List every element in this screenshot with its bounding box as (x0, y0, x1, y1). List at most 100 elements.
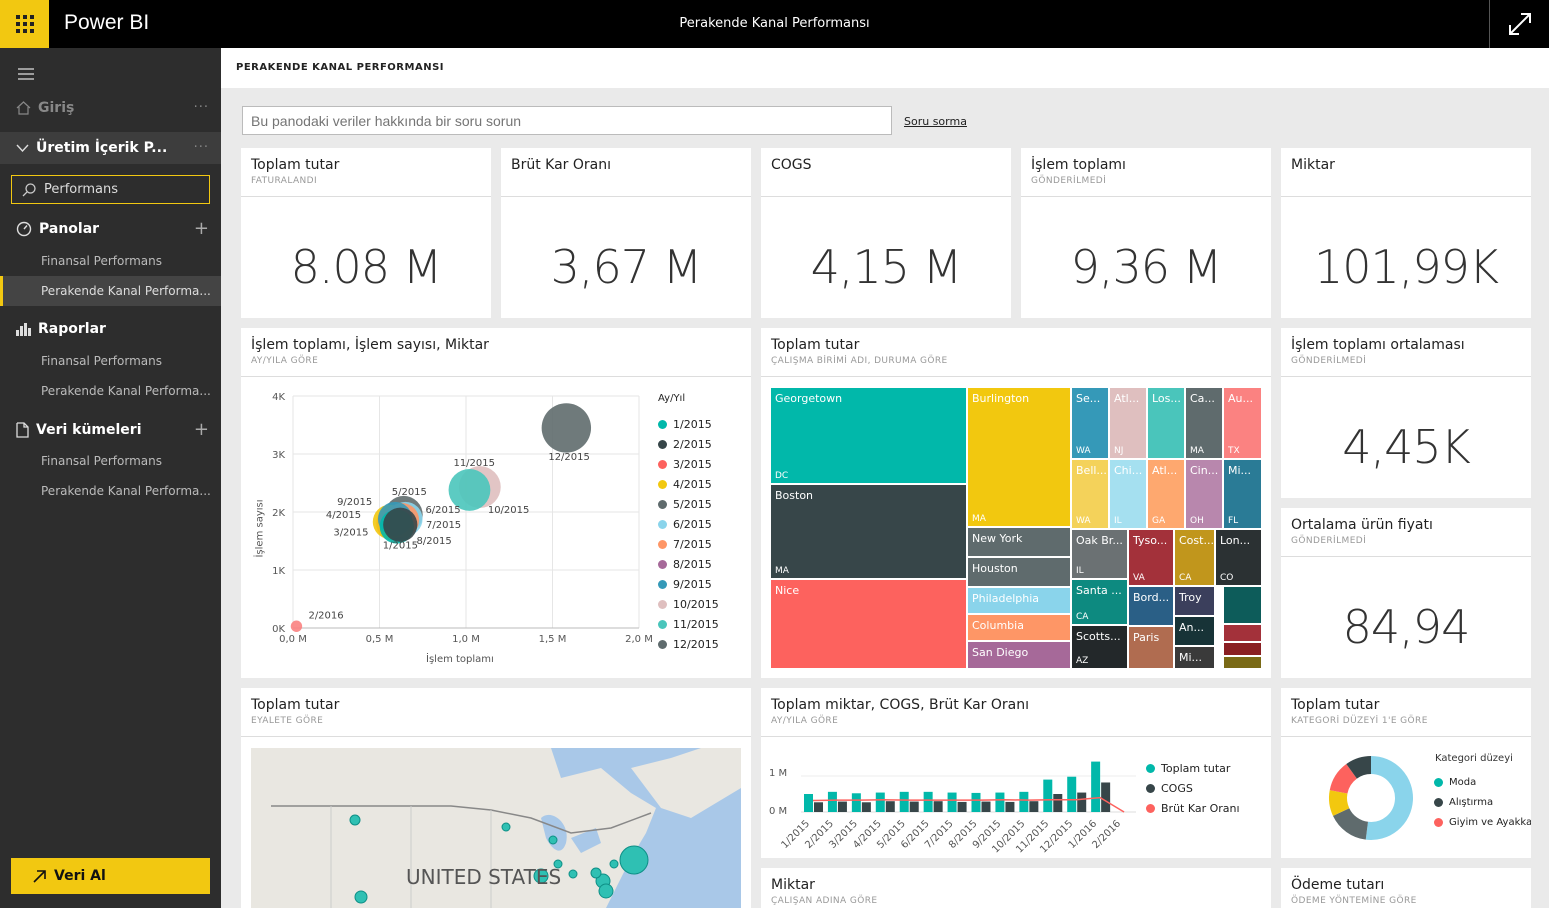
treemap-cell[interactable] (1224, 587, 1263, 625)
treemap-cell[interactable]: Boston MA (771, 485, 968, 580)
nav-dashboards[interactable]: Panolar (16, 221, 99, 237)
nav-report-item[interactable]: Finansal Performans (41, 354, 162, 368)
kpi-tile[interactable]: Miktar 101,99K (1281, 148, 1531, 318)
treemap-cell[interactable] (1224, 643, 1263, 657)
combo-chart-tile[interactable]: Toplam miktar, COGS, Brüt Kar Oranı AY/Y… (761, 688, 1271, 858)
legend-item[interactable]: Toplam tutar (1146, 762, 1230, 775)
nav-search-input[interactable]: Performans (11, 175, 210, 204)
treemap-cell[interactable]: Burlington MA (968, 388, 1072, 528)
kpi-tile[interactable]: İşlem toplamı ortalaması GÖNDERİLMEDİ 4,… (1281, 328, 1531, 498)
treemap-cell[interactable]: Atl... NJ (1110, 388, 1148, 460)
treemap-cell[interactable]: Atl... GA (1148, 460, 1186, 530)
legend-item[interactable]: COGS (1146, 782, 1193, 795)
brand-name[interactable]: Power BI (64, 11, 150, 34)
legend-item[interactable]: 7/2015 (658, 538, 712, 551)
qa-link[interactable]: Soru sorma (904, 115, 967, 128)
add-dashboard-icon[interactable]: + (193, 218, 209, 239)
nav-dashboard-item[interactable]: Finansal Performans (41, 254, 162, 268)
chevron-down-icon (16, 144, 29, 152)
legend-item[interactable]: Giyim ve Ayakkabı (1434, 817, 1531, 828)
legend-item[interactable]: Alıştırma (1434, 797, 1493, 808)
treemap-cell[interactable]: New York (968, 528, 1072, 558)
legend-item[interactable]: 5/2015 (658, 498, 712, 511)
treemap-cell[interactable]: Los... (1148, 388, 1186, 460)
treemap-cell[interactable]: Oak Br... IL (1072, 530, 1129, 580)
bottom-tile[interactable]: Ödeme tutarı ÖDEME YÖNTEMİNE GÖRE (1281, 868, 1531, 908)
legend-item[interactable]: 12/2015 (658, 638, 719, 651)
treemap-cell[interactable]: Troy (1175, 587, 1216, 617)
treemap-cell[interactable]: Mi... (1175, 647, 1216, 670)
nav-reports[interactable]: Raporlar (16, 321, 106, 337)
legend-item[interactable]: 6/2015 (658, 518, 712, 531)
kpi-tile[interactable]: İşlem toplamı GÖNDERİLMEDİ 9,36 M (1021, 148, 1271, 318)
nav-datasets[interactable]: Veri kümeleri (16, 422, 142, 438)
treemap-cell[interactable]: Nice (771, 580, 968, 670)
treemap-cell[interactable] (1224, 657, 1263, 670)
legend-item[interactable]: 2/2015 (658, 438, 712, 451)
legend-item[interactable]: 4/2015 (658, 478, 712, 491)
treemap-cell[interactable]: Tyso... VA (1129, 530, 1175, 587)
treemap-cell[interactable]: Bord... (1129, 587, 1175, 627)
treemap-cell-state: MA (775, 566, 789, 576)
workspace-name: Üretim İçerik P... (36, 140, 168, 156)
treemap-cell-state: VA (1133, 573, 1145, 583)
treemap-cell[interactable]: Philadelphia (968, 588, 1072, 615)
treemap-cell[interactable]: Ca... MA (1186, 388, 1224, 460)
scatter-tile[interactable]: İşlem toplamı, İşlem sayısı, Miktar AY/Y… (241, 328, 751, 678)
y-tick-label: 1 M (769, 768, 788, 779)
legend-item[interactable]: 3/2015 (658, 458, 712, 471)
treemap-cell[interactable]: Columbia (968, 615, 1072, 642)
treemap-cell[interactable]: Chi... IL (1110, 460, 1148, 530)
treemap-cell[interactable]: Cin... OH (1186, 460, 1224, 530)
top-bar: Power BI Perakende Kanal Performansı (0, 0, 1549, 48)
donut-tile[interactable]: Toplam tutar KATEGORİ DÜZEYİ 1'E GÖRE Ka… (1281, 688, 1531, 858)
treemap-cell[interactable]: San Diego (968, 642, 1072, 670)
kpi-tile[interactable]: Ortalama ürün fiyatı GÖNDERİLMEDİ 84,94 (1281, 508, 1531, 678)
legend-item[interactable]: Brüt Kar Oranı (1146, 802, 1240, 815)
legend-label: 4/2015 (673, 478, 712, 491)
treemap-cell[interactable]: Santa ... CA (1072, 580, 1129, 626)
nav-dataset-item[interactable]: Perakende Kanal Performa... (41, 484, 211, 498)
qa-input[interactable] (242, 106, 892, 135)
nav-report-item[interactable]: Perakende Kanal Performa... (41, 384, 211, 398)
nav-dashboard-item-active[interactable]: Perakende Kanal Performa... (0, 276, 221, 306)
map-tile[interactable]: Toplam tutar EYALETE GÖRE UNITED STATES (241, 688, 751, 908)
treemap-cell[interactable]: Se... WA (1072, 388, 1110, 460)
treemap-cell[interactable]: Scotts... AZ (1072, 626, 1129, 670)
app-launcher-button[interactable] (0, 0, 49, 48)
treemap-cell[interactable]: Bell... WA (1072, 460, 1110, 530)
treemap-cell[interactable]: Georgetown DC (771, 388, 968, 485)
treemap-cell[interactable]: Mi... FL (1224, 460, 1263, 530)
kpi-tile[interactable]: Brüt Kar Oranı 3,67 M (501, 148, 751, 318)
legend-item[interactable]: 10/2015 (658, 598, 719, 611)
hamburger-icon[interactable] (18, 68, 34, 80)
nav-dataset-item[interactable]: Finansal Performans (41, 454, 162, 468)
data-label: 7/2015 (426, 520, 461, 531)
treemap-cell-state: FL (1228, 516, 1239, 526)
workspace-row[interactable] (0, 132, 221, 164)
add-dataset-icon[interactable]: + (193, 419, 209, 440)
workspace-header[interactable]: Üretim İçerik P... (16, 140, 167, 156)
fullscreen-button[interactable] (1489, 0, 1549, 48)
nav-home[interactable]: Giriş (16, 100, 74, 116)
treemap-tile[interactable]: Toplam tutar ÇALIŞMA BİRİMİ ADI, DURUMA … (761, 328, 1271, 678)
kpi-tile[interactable]: Toplam tutar FATURALANDI 8.08 M (241, 148, 491, 318)
treemap-cell[interactable]: Cost... CA (1175, 530, 1216, 587)
treemap-cell[interactable]: Au... TX (1224, 388, 1263, 460)
kpi-tile[interactable]: COGS 4,15 M (761, 148, 1011, 318)
nav-home-label: Giriş (38, 100, 75, 116)
treemap-cell[interactable]: An... (1175, 617, 1216, 647)
treemap-cell[interactable]: Paris (1129, 627, 1175, 670)
treemap-cell[interactable]: Lon... CO (1216, 530, 1263, 587)
get-data-button[interactable]: Veri Al (11, 858, 210, 894)
legend-item[interactable]: 9/2015 (658, 578, 712, 591)
legend-item[interactable]: 11/2015 (658, 618, 719, 631)
legend-item[interactable]: Moda (1434, 777, 1476, 788)
home-more-icon[interactable]: ··· (193, 100, 209, 115)
treemap-cell[interactable] (1224, 625, 1263, 643)
workspace-more-icon[interactable]: ··· (193, 140, 209, 155)
bottom-tile[interactable]: Miktar ÇALIŞAN ADINA GÖRE (761, 868, 1271, 908)
legend-item[interactable]: 8/2015 (658, 558, 712, 571)
legend-item[interactable]: 1/2015 (658, 418, 712, 431)
treemap-cell[interactable]: Houston (968, 558, 1072, 588)
